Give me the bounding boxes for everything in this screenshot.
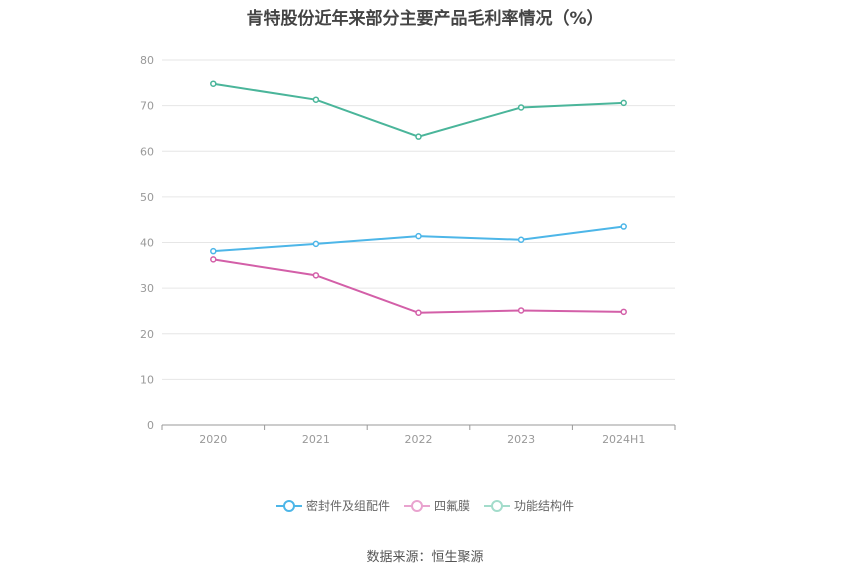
- data-point: [620, 308, 627, 316]
- series-line-2: [213, 82, 624, 138]
- legend-marker-icon: [403, 499, 430, 512]
- y-tick-label: 30: [140, 282, 154, 295]
- data-point: [210, 80, 217, 87]
- y-tick-label: 20: [140, 328, 154, 341]
- data-point: [415, 133, 422, 140]
- y-tick-label: 70: [140, 100, 154, 113]
- legend-label: 四氟膜: [433, 499, 470, 513]
- y-tick-label: 80: [140, 54, 154, 67]
- chart-legend: 密封件及组配件 四氟膜 功能结构件: [0, 497, 850, 514]
- legend-marker-icon: [484, 499, 510, 512]
- data-point: [210, 247, 217, 255]
- legend-item-seals[interactable]: 密封件及组配件: [275, 497, 390, 514]
- legend-label: 功能结构件: [514, 499, 575, 513]
- series-line-1: [213, 258, 624, 314]
- y-tick-label: 40: [140, 237, 154, 250]
- data-point: [415, 309, 422, 317]
- data-point: [517, 104, 525, 111]
- legend-marker-icon: [275, 499, 302, 512]
- y-tick-label: 60: [140, 145, 154, 158]
- legend-item-ptfe-film[interactable]: 四氟膜: [403, 497, 470, 514]
- data-point: [415, 232, 422, 240]
- y-tick-label: 10: [140, 373, 154, 386]
- data-point: [210, 256, 217, 263]
- chart-title: 肯特股份近年来部分主要产品毛利率情况（%）: [246, 9, 604, 29]
- x-tick-label: 2024H1: [602, 433, 645, 446]
- x-tick-label: 2023: [507, 433, 535, 446]
- y-tick-label: 0: [147, 419, 154, 432]
- data-point: [620, 223, 627, 230]
- data-point: [517, 236, 525, 244]
- data-point: [312, 272, 320, 279]
- x-tick-label: 2020: [199, 433, 227, 446]
- data-point: [312, 240, 320, 248]
- legend-item-structural-parts[interactable]: 功能结构件: [484, 497, 574, 514]
- data-point: [517, 307, 525, 314]
- y-tick-label: 50: [140, 191, 154, 204]
- data-point: [312, 96, 320, 103]
- x-tick-label: 2021: [302, 433, 330, 446]
- data-point: [620, 99, 627, 107]
- x-tick-label: 2022: [405, 433, 433, 446]
- data-source-note: 数据来源：恒生聚源: [366, 550, 484, 565]
- legend-label: 密封件及组配件: [305, 499, 390, 513]
